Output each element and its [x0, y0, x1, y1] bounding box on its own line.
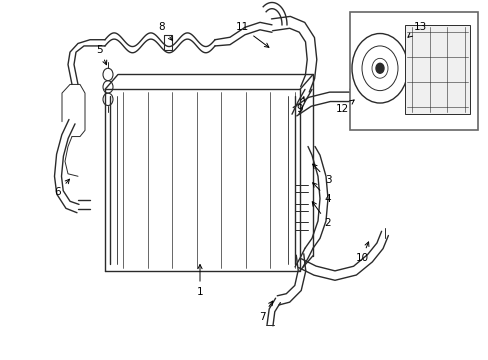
Text: 11: 11 — [235, 22, 268, 48]
Text: 2: 2 — [312, 202, 331, 229]
Text: 5: 5 — [97, 45, 106, 65]
Text: 7: 7 — [258, 301, 272, 321]
Bar — [349, 12, 477, 130]
Text: 10: 10 — [355, 242, 368, 263]
Circle shape — [375, 63, 383, 73]
Text: 13: 13 — [407, 22, 426, 37]
Text: 6: 6 — [55, 179, 69, 197]
Text: 4: 4 — [312, 183, 331, 204]
Text: 9: 9 — [296, 97, 304, 114]
Text: 1: 1 — [196, 265, 203, 297]
Text: 3: 3 — [312, 164, 331, 185]
Bar — [404, 25, 469, 114]
Text: 8: 8 — [159, 22, 172, 40]
Text: 12: 12 — [335, 100, 353, 114]
